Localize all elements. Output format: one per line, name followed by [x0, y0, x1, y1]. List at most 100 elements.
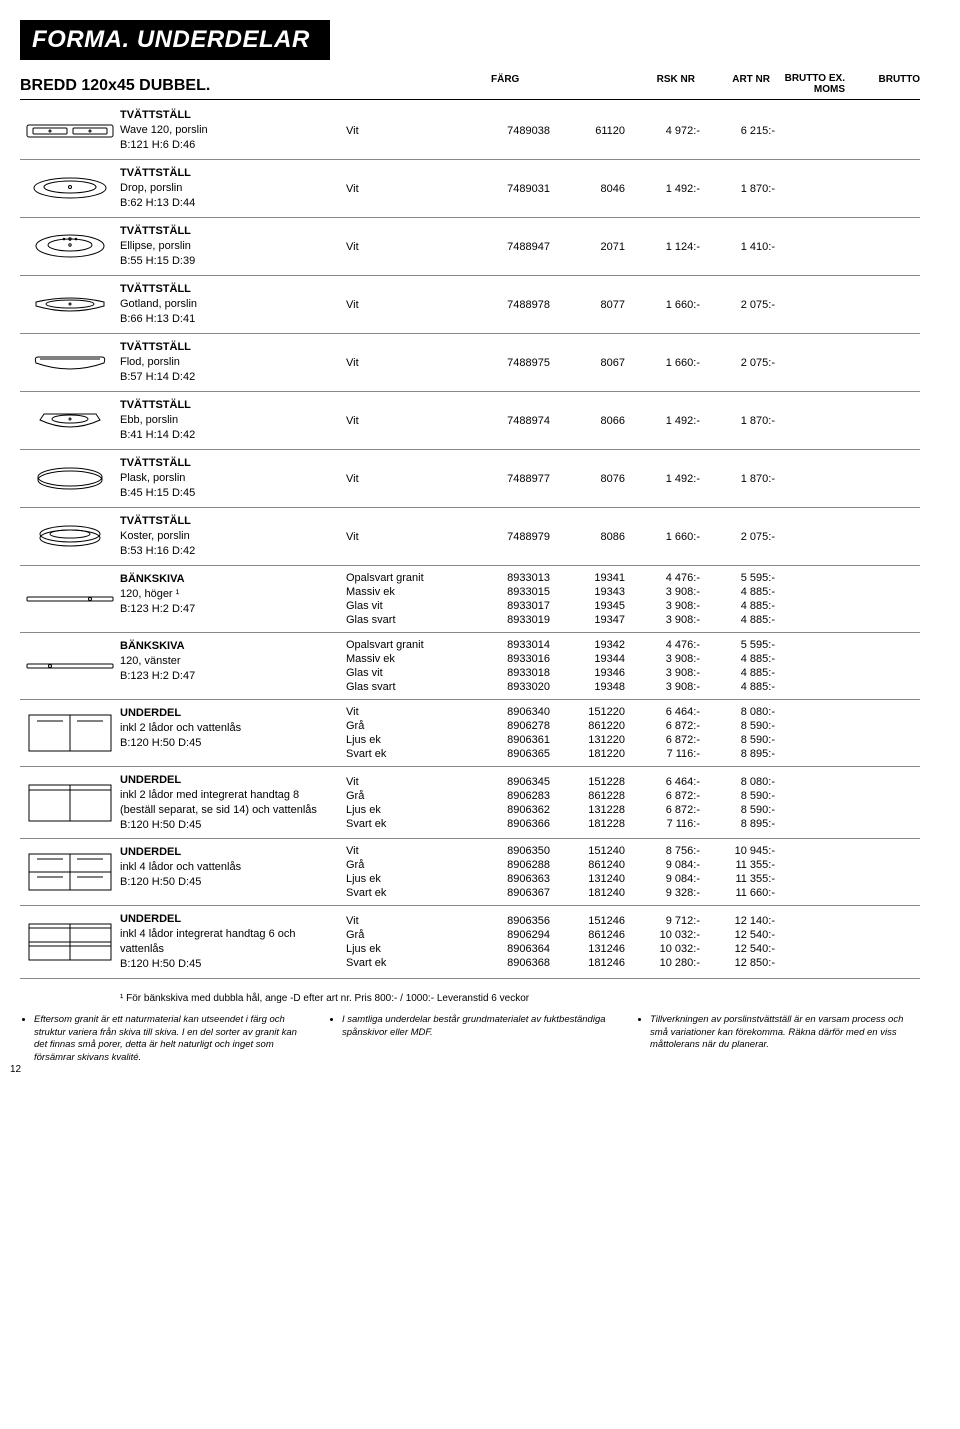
variant-brutto: 11 355:-	[700, 859, 775, 871]
variant-ex-moms: 10 032:-	[625, 929, 700, 941]
page-number: 12	[10, 1064, 21, 1075]
variant-brutto: 4 885:-	[700, 614, 775, 626]
product-line2: 120, vänster	[120, 655, 181, 667]
variant-art: 19346	[550, 667, 625, 679]
variant-line: Ljus ek890636413124610 032:-12 540:-	[340, 943, 920, 955]
variant-art: 19348	[550, 681, 625, 693]
variant-farg: Ljus ek	[340, 873, 460, 885]
product-thumb-icon	[20, 572, 120, 626]
variant-art: 151228	[550, 776, 625, 788]
variant-farg: Grå	[340, 859, 460, 871]
product-thumb-icon	[20, 108, 120, 153]
variant-ex-moms: 1 492:-	[625, 183, 700, 195]
variant-brutto: 8 590:-	[700, 734, 775, 746]
variant-farg: Vit	[340, 915, 460, 927]
variant-farg: Vit	[340, 776, 460, 788]
variant-ex-moms: 1 124:-	[625, 241, 700, 253]
variant-farg: Vit	[340, 531, 460, 543]
variant-ex-moms: 9 084:-	[625, 859, 700, 871]
variant-line: Grå89062838612286 872:-8 590:-	[340, 790, 920, 802]
variant-brutto: 6 215:-	[700, 125, 775, 137]
variant-rsk: 8906278	[460, 720, 550, 732]
col-brutto: BRUTTO	[845, 74, 920, 95]
variant-farg: Grå	[340, 929, 460, 941]
variant-brutto: 8 080:-	[700, 706, 775, 718]
variant-art: 181246	[550, 957, 625, 969]
variant-rsk: 7488978	[460, 299, 550, 311]
variant-farg: Vit	[340, 299, 460, 311]
product-description: TVÄTTSTÄLLEbb, porslinB:41 H:14 D:42	[120, 398, 340, 443]
variant-line: Vit748897580671 660:-2 075:-	[340, 357, 920, 369]
variant-farg: Svart ek	[340, 887, 460, 899]
variant-art: 19345	[550, 600, 625, 612]
variant-rsk: 8906345	[460, 776, 550, 788]
variant-brutto: 8 590:-	[700, 720, 775, 732]
variant-line: Svart ek89063671812409 328:-11 660:-	[340, 887, 920, 899]
variant-rsk: 8933020	[460, 681, 550, 693]
variant-rsk: 8906362	[460, 804, 550, 816]
variant-farg: Massiv ek	[340, 653, 460, 665]
variant-farg: Vit	[340, 706, 460, 718]
variant-brutto: 4 885:-	[700, 600, 775, 612]
product-name: TVÄTTSTÄLL	[120, 166, 330, 181]
variant-brutto: 12 540:-	[700, 929, 775, 941]
variant-list: Vit7489038611204 972:-6 215:-	[340, 108, 920, 153]
variant-brutto: 8 590:-	[700, 790, 775, 802]
table-row: UNDERDELinkl 4 lådor integrerat handtag …	[20, 906, 920, 978]
footer-col2: I samtliga underdelar består grundmateri…	[342, 1014, 612, 1040]
variant-brutto: 12 540:-	[700, 943, 775, 955]
product-thumb-icon	[20, 166, 120, 211]
variant-line: Ljus ek89063621312286 872:-8 590:-	[340, 804, 920, 816]
variant-rsk: 7489038	[460, 125, 550, 137]
variant-rsk: 7489031	[460, 183, 550, 195]
product-dimensions: B:62 H:13 D:44	[120, 197, 195, 209]
variant-rsk: 7488975	[460, 357, 550, 369]
subhead-suffix: DUBBEL.	[135, 77, 211, 94]
product-dimensions: B:120 H:50 D:45	[120, 819, 201, 831]
variant-ex-moms: 3 908:-	[625, 667, 700, 679]
product-line2: Koster, porslin	[120, 530, 190, 542]
col-ex-moms-l2: MOMS	[770, 85, 845, 96]
variant-brutto: 4 885:-	[700, 586, 775, 598]
variant-line: Svart ek890636818124610 280:-12 850:-	[340, 957, 920, 969]
variant-line: Vit748897980861 660:-2 075:-	[340, 531, 920, 543]
variant-brutto: 5 595:-	[700, 572, 775, 584]
variant-rsk: 8933014	[460, 639, 550, 651]
variant-line: Grå89062788612206 872:-8 590:-	[340, 720, 920, 732]
variant-ex-moms: 10 032:-	[625, 943, 700, 955]
variant-line: Grå890629486124610 032:-12 540:-	[340, 929, 920, 941]
variant-line: Glas vit8933018193463 908:-4 885:-	[340, 667, 920, 679]
variant-line: Vit89063451512286 464:-8 080:-	[340, 776, 920, 788]
variant-line: Ljus ek89063631312409 084:-11 355:-	[340, 873, 920, 885]
variant-art: 2071	[550, 241, 625, 253]
table-row: TVÄTTSTÄLLEbb, porslinB:41 H:14 D:42Vit7…	[20, 392, 920, 450]
variant-art: 61120	[550, 125, 625, 137]
product-name: TVÄTTSTÄLL	[120, 340, 330, 355]
variant-line: Vit748903180461 492:-1 870:-	[340, 183, 920, 195]
variant-art: 8076	[550, 473, 625, 485]
variant-line: Vit89063561512469 712:-12 140:-	[340, 915, 920, 927]
product-line2: Gotland, porslin	[120, 298, 197, 310]
variant-farg: Massiv ek	[340, 586, 460, 598]
variant-line: Vit89063401512206 464:-8 080:-	[340, 706, 920, 718]
product-description: BÄNKSKIVA120, vänsterB:123 H:2 D:47	[120, 639, 340, 693]
variant-rsk: 7488977	[460, 473, 550, 485]
variant-ex-moms: 3 908:-	[625, 653, 700, 665]
product-dimensions: B:53 H:16 D:42	[120, 545, 195, 557]
variant-line: Svart ek89063651812207 116:-8 895:-	[340, 748, 920, 760]
variant-farg: Vit	[340, 415, 460, 427]
product-line2: 120, höger ¹	[120, 588, 179, 600]
product-thumb-icon	[20, 639, 120, 693]
product-thumb-icon	[20, 224, 120, 269]
product-table: TVÄTTSTÄLLWave 120, porslinB:121 H:6 D:4…	[20, 102, 920, 979]
variant-list: Opalsvart granit8933013193414 476:-5 595…	[340, 572, 920, 626]
product-dimensions: B:45 H:15 D:45	[120, 487, 195, 499]
page-title-text: FORMA. UNDERDELAR	[32, 26, 310, 54]
variant-rsk: 8906288	[460, 859, 550, 871]
variant-list: Vit748897980861 660:-2 075:-	[340, 514, 920, 559]
product-line2: Flod, porslin	[120, 356, 180, 368]
variant-farg: Ljus ek	[340, 804, 460, 816]
variant-line: Vit748897780761 492:-1 870:-	[340, 473, 920, 485]
variant-brutto: 8 590:-	[700, 804, 775, 816]
variant-art: 8046	[550, 183, 625, 195]
